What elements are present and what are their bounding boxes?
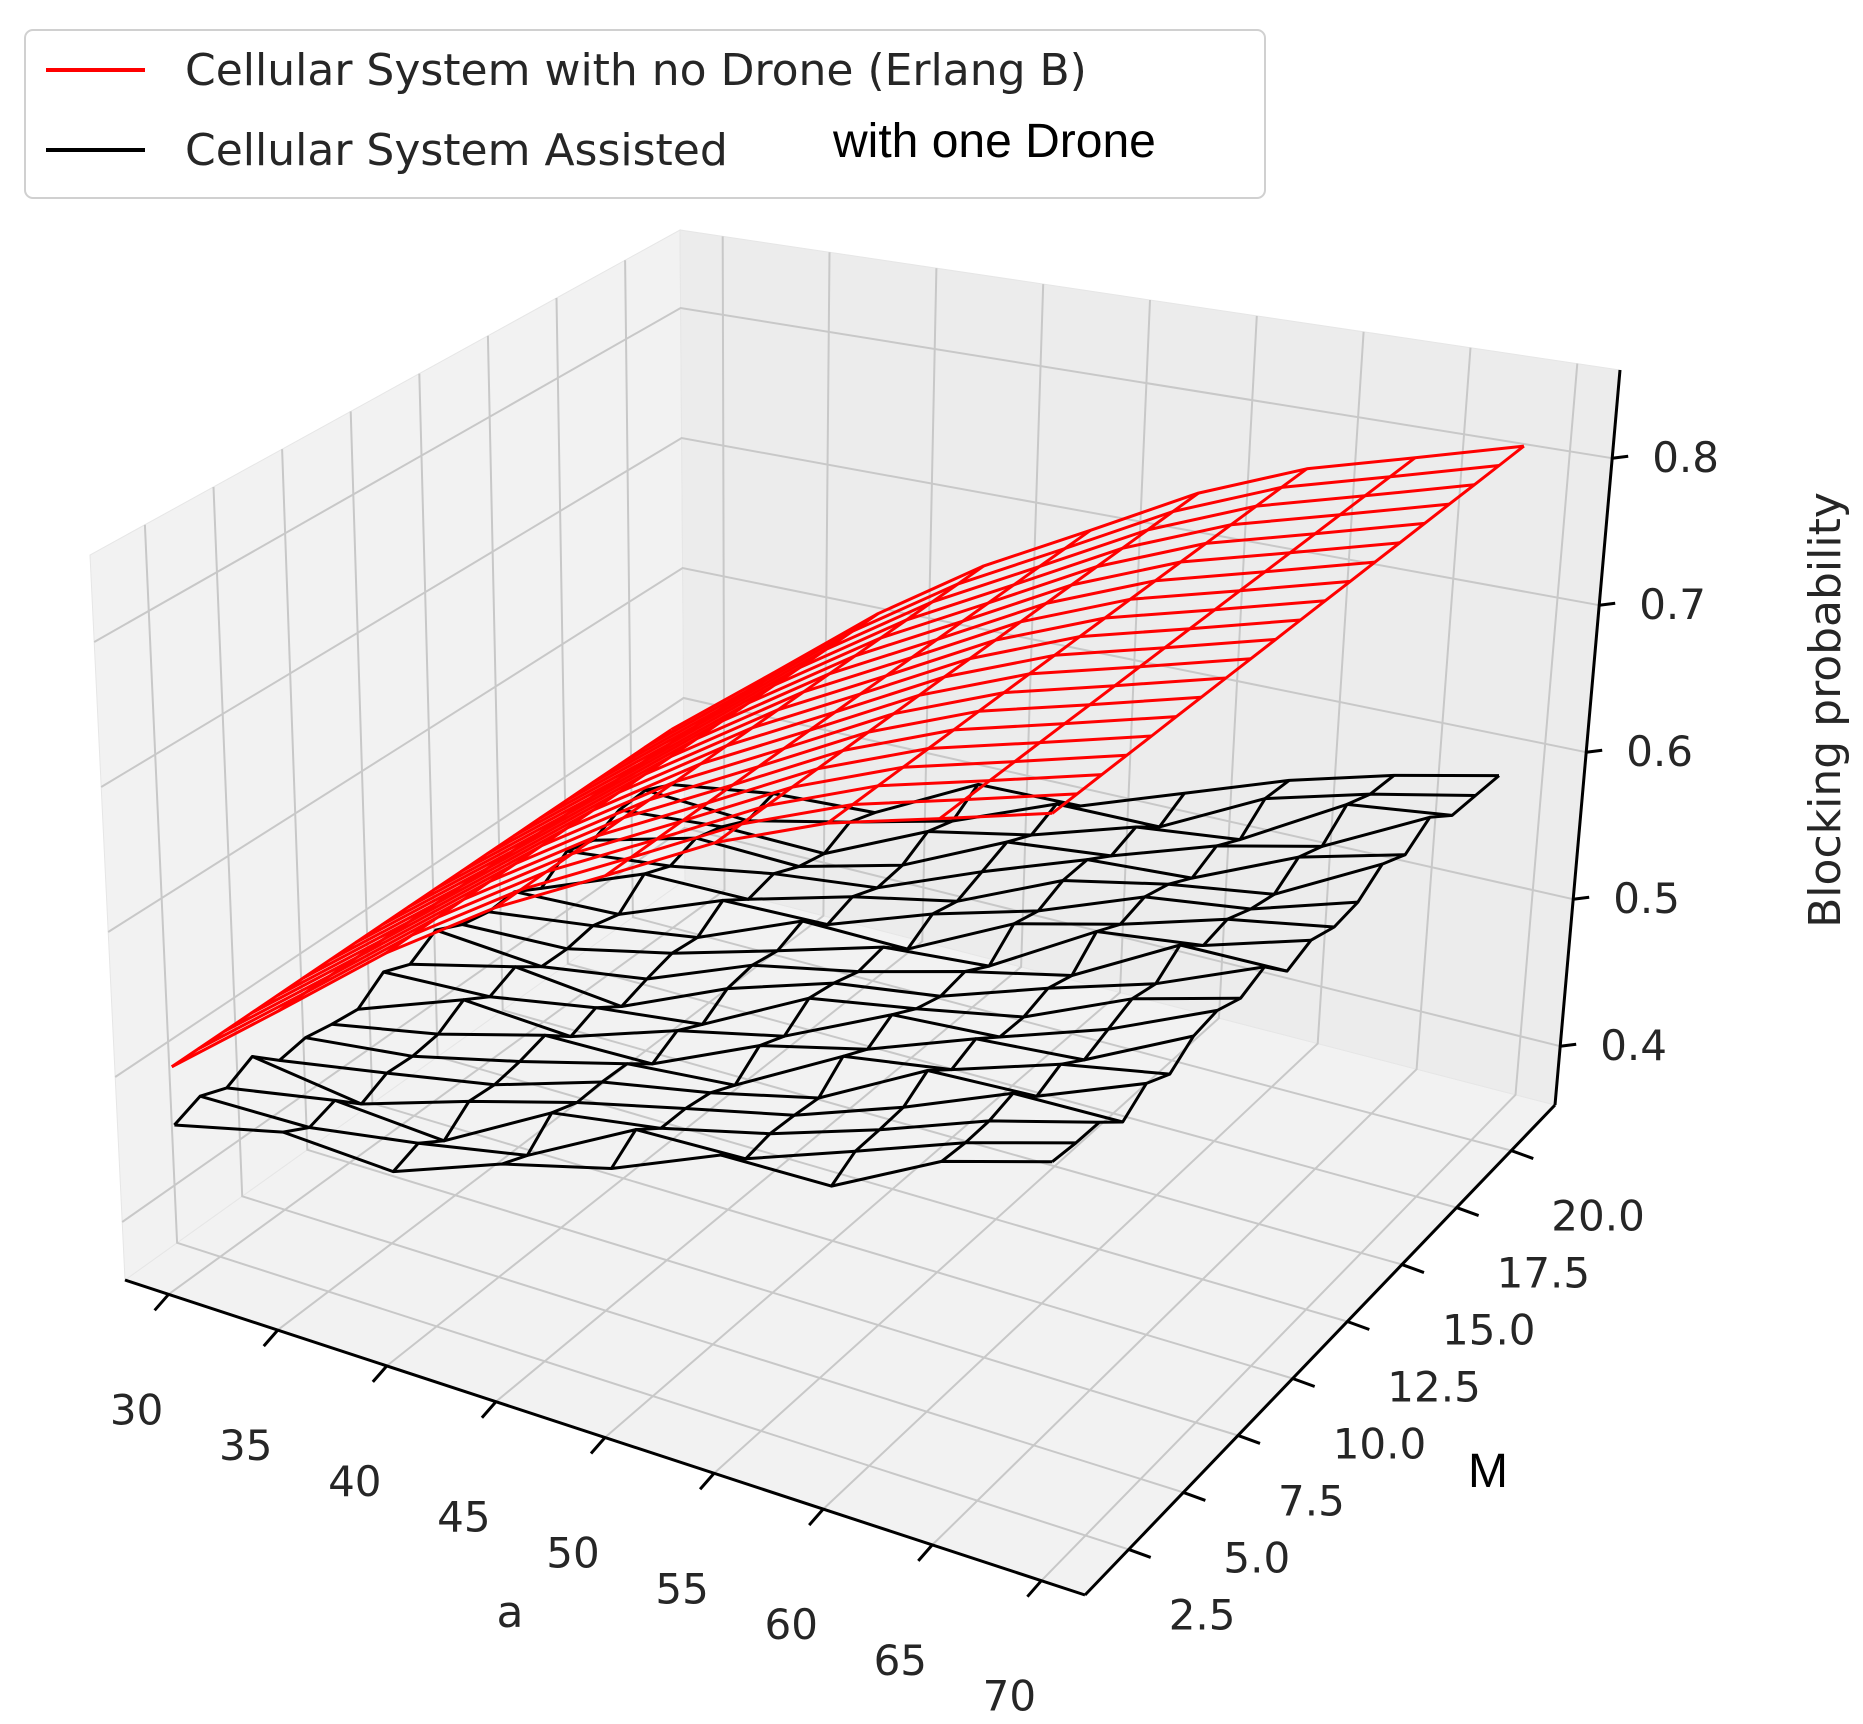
x-tick-mark <box>917 1543 934 1562</box>
assisted-wire-line-along-M <box>392 811 876 1173</box>
z-gridline <box>114 696 1574 1078</box>
y-gridline <box>624 260 1512 1152</box>
x-tick-mark <box>589 1436 607 1455</box>
assisted-wire-line-along-M <box>940 774 1395 1163</box>
grid-lines <box>93 236 1613 1582</box>
erlang-wire-line-along-M <box>170 728 673 1069</box>
z-gridline <box>107 566 1587 933</box>
y-tick-label: 5.0 <box>1223 1533 1290 1582</box>
y-tick-label: 10.0 <box>1333 1420 1427 1469</box>
erlang-wire-line-along-M <box>715 491 1200 844</box>
x-tick-label: 40 <box>328 1457 381 1506</box>
legend-assisted-label-part1: Cellular System Assisted <box>185 125 728 176</box>
assisted-wire-line-along-M <box>830 779 1291 1187</box>
x-tick-mark <box>808 1508 825 1527</box>
x-tick-mark <box>262 1329 279 1348</box>
z-tick-label: 0.4 <box>1600 1021 1667 1070</box>
erlang-wire-line-along-M <box>604 529 1092 878</box>
z-gridline <box>121 826 1561 1223</box>
y-tick-mark <box>1292 1377 1316 1388</box>
y-tick-label: 17.5 <box>1497 1249 1591 1298</box>
x-tick-label: 35 <box>219 1421 272 1470</box>
y-axis-label: M <box>1468 1445 1508 1498</box>
y-gridline <box>143 524 1130 1551</box>
x-tick-label: 70 <box>983 1672 1036 1721</box>
erlang-wire-line-along-M <box>938 456 1416 820</box>
x-axis-label: a <box>497 1587 524 1638</box>
x-tick-mark <box>153 1293 170 1312</box>
z-tick-label: 0.5 <box>1613 874 1680 923</box>
z-axis-line <box>1553 369 1622 1106</box>
x-gridline <box>604 299 1151 1439</box>
z-tick-mark <box>1573 895 1590 901</box>
z-tick-label: 0.7 <box>1639 580 1706 629</box>
z-tick-mark <box>1586 748 1603 754</box>
x-gridline <box>277 252 831 1331</box>
x-gridline <box>1040 363 1579 1582</box>
x-gridline <box>931 347 1472 1546</box>
assisted-drone-wireframe <box>173 773 1500 1188</box>
assisted-wire-line-along-M <box>1051 774 1500 1163</box>
z-tick-mark <box>1599 601 1616 607</box>
y-tick-mark <box>1128 1548 1152 1559</box>
erlang-wire-line-along-M <box>277 671 775 1013</box>
x-tick-mark <box>698 1472 716 1491</box>
assisted-wire-line-along-M <box>501 783 980 1166</box>
z-axis-label: Blocking probability <box>1800 492 1851 928</box>
x-tick-label: 65 <box>874 1636 927 1685</box>
legend-assisted-label-part2: with one Drone <box>832 115 1156 168</box>
erlang-wire-line-along-M <box>385 612 879 955</box>
x-gridline <box>386 268 938 1367</box>
x-tick-label: 55 <box>655 1564 708 1613</box>
assisted-wire-line-along-M <box>720 792 1186 1161</box>
tick-marks-and-labels: 30 35 40 45 50 55 60 65 70 2.5 5.0 7.5 10.0 12.5 15.0 1… <box>110 433 1719 1721</box>
y-tick-mark <box>1182 1491 1206 1502</box>
y-gridline <box>281 449 1239 1437</box>
y-tick-label: 15.0 <box>1442 1306 1536 1355</box>
x-gridline <box>168 236 726 1296</box>
z-tick-label: 0.8 <box>1652 433 1719 482</box>
erlang-wire-line-along-M <box>1051 444 1525 815</box>
erlang-wire-line-along-M <box>826 467 1308 825</box>
z-tick-mark <box>1612 454 1629 460</box>
legend: Cellular System with no Drone (Erlang B)… <box>24 29 1266 199</box>
z-tick-label: 0.6 <box>1626 727 1693 776</box>
x-gridline <box>495 284 1045 1403</box>
y-gridline <box>212 486 1184 1494</box>
z-tick-mark <box>1560 1042 1577 1048</box>
y-tick-mark <box>1401 1263 1425 1274</box>
legend-box <box>24 29 1266 199</box>
y-tick-label: 7.5 <box>1278 1477 1345 1526</box>
x-tick-label: 50 <box>546 1529 599 1578</box>
x-tick-label: 45 <box>437 1493 490 1542</box>
x-tick-mark <box>371 1364 388 1383</box>
x-tick-mark <box>1026 1579 1043 1598</box>
legend-erlang-b-label: Cellular System with no Drone (Erlang B) <box>185 45 1087 96</box>
y-tick-label: 20.0 <box>1551 1192 1645 1241</box>
y-axis-line <box>1083 1103 1557 1597</box>
y-tick-mark <box>1510 1149 1534 1160</box>
y-tick-label: 12.5 <box>1387 1363 1481 1412</box>
erlang-wire-line-along-M <box>494 564 985 909</box>
y-tick-label: 2.5 <box>1169 1590 1236 1639</box>
y-tick-mark <box>1456 1206 1480 1217</box>
z-gridline <box>93 306 1613 643</box>
x-tick-mark <box>480 1400 498 1419</box>
x-gridline <box>822 331 1365 1510</box>
assisted-wire-line-along-M <box>282 792 775 1134</box>
x-tick-label: 60 <box>764 1600 817 1649</box>
erlang-b-wireframe <box>170 444 1525 1069</box>
x-tick-label: 30 <box>110 1385 163 1434</box>
y-gridline <box>486 335 1403 1266</box>
y-gridline <box>555 297 1457 1209</box>
assisted-wire-line-along-M <box>610 802 1081 1170</box>
y-tick-mark <box>1237 1434 1261 1445</box>
y-tick-mark <box>1346 1320 1370 1331</box>
x-gridline <box>713 315 1258 1475</box>
